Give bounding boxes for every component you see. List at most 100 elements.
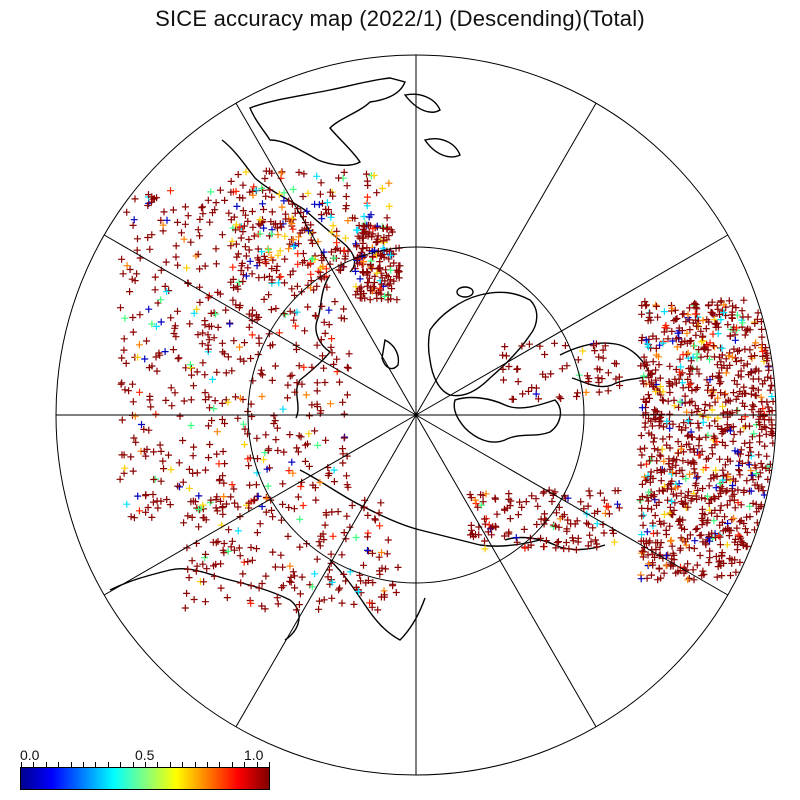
observation-marker — [123, 262, 131, 270]
observation-marker — [259, 371, 266, 379]
observation-marker — [133, 246, 141, 254]
observation-marker — [676, 398, 684, 406]
observation-marker — [298, 573, 306, 581]
observation-marker — [378, 280, 385, 288]
observation-marker — [305, 412, 313, 420]
observation-marker — [750, 403, 758, 410]
observation-marker — [642, 358, 650, 366]
observation-marker — [357, 577, 365, 585]
observation-marker — [376, 570, 384, 578]
observation-marker — [734, 486, 742, 494]
observation-marker — [565, 545, 573, 553]
observation-marker — [716, 455, 724, 463]
observation-marker — [758, 398, 766, 406]
observation-marker — [180, 235, 188, 243]
observation-marker — [301, 457, 309, 465]
observation-marker — [122, 359, 130, 367]
colorbar-tick — [132, 762, 134, 768]
observation-marker — [514, 365, 522, 373]
observation-marker — [752, 500, 760, 508]
coastline-kamchatka — [329, 559, 426, 641]
observation-marker — [710, 517, 718, 525]
observation-marker — [184, 512, 192, 520]
observation-marker — [171, 322, 179, 330]
observation-marker — [240, 222, 248, 230]
observation-marker — [279, 563, 287, 571]
observation-marker — [533, 521, 541, 528]
observation-marker — [718, 351, 726, 359]
observation-marker — [379, 224, 387, 232]
observation-marker — [637, 575, 645, 583]
observation-marker — [129, 314, 137, 321]
observation-marker — [199, 359, 207, 367]
observation-marker — [213, 493, 221, 501]
colorbar-tick — [231, 762, 233, 768]
observation-marker — [686, 381, 694, 388]
observation-marker — [228, 537, 236, 545]
observation-marker — [188, 557, 196, 565]
observation-marker — [691, 469, 699, 477]
observation-marker — [638, 493, 646, 500]
observation-marker — [660, 457, 668, 465]
observation-marker — [677, 489, 685, 497]
observation-marker — [655, 487, 663, 495]
observation-marker — [638, 404, 646, 412]
observation-marker — [687, 379, 695, 387]
observation-marker — [653, 408, 661, 416]
observation-marker — [244, 558, 252, 566]
observation-marker — [168, 402, 176, 410]
observation-marker — [240, 558, 248, 566]
observation-marker — [202, 516, 210, 524]
observation-marker — [645, 374, 653, 382]
observation-marker — [320, 364, 328, 372]
observation-marker — [729, 302, 737, 310]
observation-marker — [551, 339, 558, 347]
observation-marker — [134, 492, 142, 500]
observation-marker — [151, 286, 159, 294]
observation-marker — [668, 542, 676, 550]
observation-marker — [736, 532, 744, 540]
observation-marker — [220, 549, 228, 557]
observation-marker — [195, 523, 203, 531]
observation-marker — [368, 233, 376, 241]
observation-marker — [741, 331, 749, 339]
observation-marker — [708, 391, 716, 399]
observation-marker — [223, 594, 231, 602]
observation-marker — [313, 282, 321, 290]
observation-marker — [328, 228, 336, 236]
observation-marker — [751, 320, 759, 327]
observation-marker — [692, 492, 700, 500]
observation-marker — [643, 528, 651, 536]
observation-marker — [231, 499, 239, 507]
observation-marker — [746, 422, 753, 430]
observation-marker — [678, 379, 686, 387]
observation-marker — [665, 378, 673, 386]
colorbar-tick — [107, 762, 109, 768]
observation-marker — [690, 460, 698, 468]
observation-marker — [750, 384, 758, 392]
observation-marker — [701, 406, 709, 414]
observation-marker — [169, 346, 177, 354]
observation-marker — [217, 497, 224, 505]
observation-marker — [653, 467, 661, 474]
observation-marker — [690, 545, 698, 552]
observation-marker — [688, 387, 696, 395]
observation-marker — [657, 574, 665, 582]
observation-marker — [672, 315, 680, 323]
observation-marker — [686, 416, 694, 424]
observation-marker — [212, 245, 220, 253]
observation-marker — [492, 495, 499, 503]
observation-marker — [220, 479, 228, 487]
observation-marker — [713, 472, 721, 480]
observation-marker — [368, 247, 376, 255]
observation-marker — [343, 512, 351, 520]
observation-marker — [184, 212, 192, 220]
observation-marker — [702, 455, 710, 463]
observation-marker — [342, 252, 349, 260]
colorbar-tick — [70, 762, 72, 768]
observation-marker — [248, 331, 256, 339]
island-novaya — [381, 338, 400, 370]
observation-marker — [527, 541, 535, 549]
observation-marker — [217, 560, 225, 568]
colorbar-tick — [244, 762, 246, 768]
